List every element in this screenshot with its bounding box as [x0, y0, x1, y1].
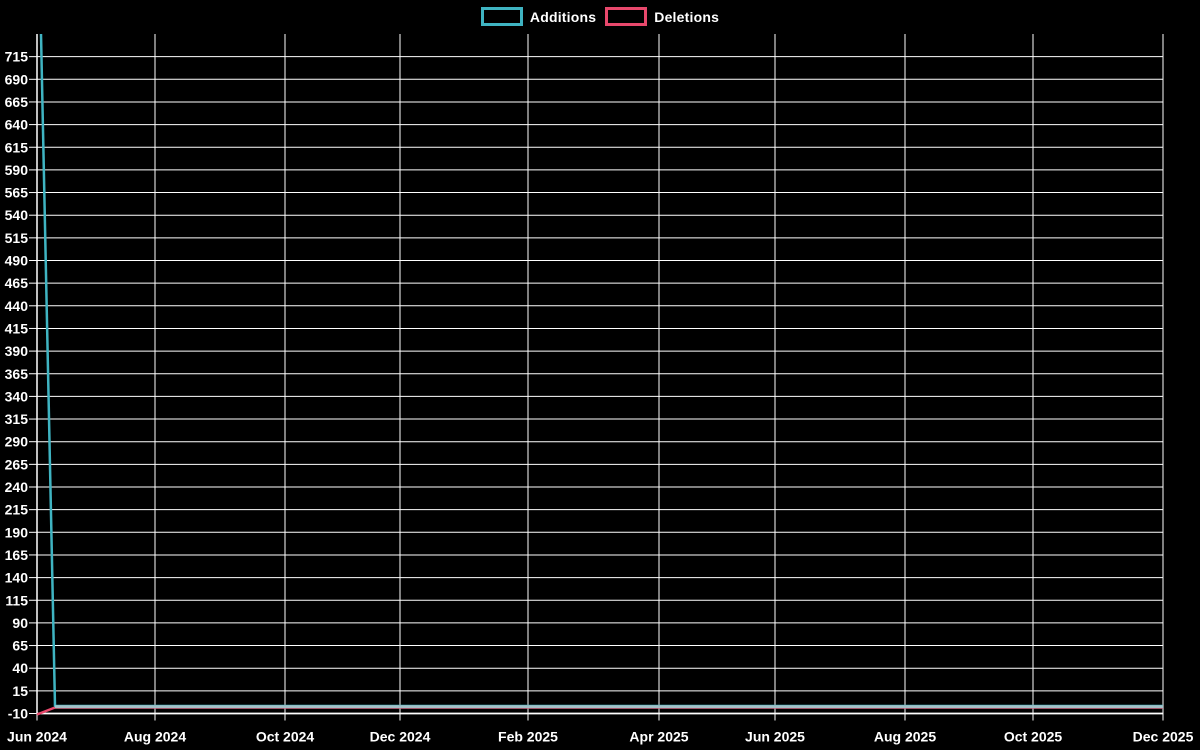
x-tick-label: Jun 2025 [745, 729, 805, 745]
x-tick-label: Aug 2024 [124, 729, 186, 745]
y-tick-label: 640 [5, 117, 29, 133]
y-tick-label: 590 [5, 162, 29, 178]
y-tick-label: -10 [8, 706, 28, 722]
x-tick-label: Feb 2025 [498, 729, 558, 745]
x-tick-label: Dec 2025 [1133, 729, 1194, 745]
legend: Additions Deletions [0, 7, 1200, 26]
x-tick-label: Oct 2024 [256, 729, 315, 745]
y-tick-label: 515 [5, 230, 29, 246]
legend-label-deletions: Deletions [654, 8, 720, 25]
y-tick-label: 265 [5, 456, 29, 472]
legend-item-deletions[interactable]: Deletions [605, 7, 719, 26]
y-tick-label: 90 [12, 615, 28, 631]
y-tick-label: 290 [5, 434, 29, 450]
x-tick-label: Apr 2025 [629, 729, 688, 745]
legend-item-additions[interactable]: Additions [480, 7, 597, 26]
additions-swatch-icon [480, 7, 523, 26]
y-tick-label: 40 [12, 660, 28, 676]
y-tick-label: 315 [5, 411, 29, 427]
y-tick-label: 615 [5, 139, 29, 155]
y-tick-label: 665 [5, 94, 29, 110]
x-tick-label: Aug 2025 [874, 729, 936, 745]
additions-line [39, 33, 1163, 708]
y-tick-label: 490 [5, 253, 29, 269]
x-tick-label: Jun 2024 [7, 729, 67, 745]
y-tick-label: 565 [5, 185, 29, 201]
y-tick-label: 690 [5, 71, 29, 87]
y-tick-label: 465 [5, 275, 29, 291]
y-tick-label: 240 [5, 479, 29, 495]
legend-label-additions: Additions [529, 8, 597, 25]
y-tick-label: 715 [5, 49, 29, 65]
y-tick-label: 115 [5, 592, 28, 608]
y-tick-label: 390 [5, 343, 29, 359]
y-tick-label: 215 [5, 502, 29, 518]
y-tick-label: 340 [5, 388, 29, 404]
y-tick-label: 365 [5, 366, 29, 382]
y-tick-label: 440 [5, 298, 29, 314]
y-tick-label: 415 [5, 320, 29, 336]
y-tick-label: 190 [5, 524, 29, 540]
y-tick-label: 15 [12, 683, 28, 699]
deletions-swatch-icon [605, 7, 648, 26]
y-tick-label: 140 [5, 570, 29, 586]
y-tick-label: 165 [5, 547, 29, 563]
y-tick-label: 65 [12, 638, 28, 654]
y-tick-label: 540 [5, 207, 29, 223]
x-tick-label: Dec 2024 [370, 729, 431, 745]
x-tick-label: Oct 2025 [1004, 729, 1063, 745]
